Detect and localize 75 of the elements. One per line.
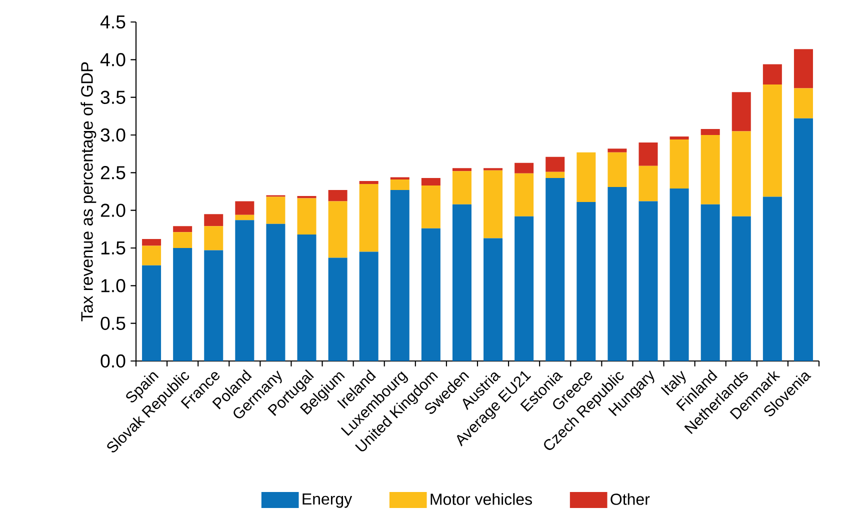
y-tick-label: 1.5 xyxy=(101,241,126,255)
bar xyxy=(484,170,503,238)
bar xyxy=(328,190,348,202)
bar xyxy=(732,131,751,216)
bar xyxy=(638,201,658,361)
bar xyxy=(390,179,410,190)
bar xyxy=(142,265,162,361)
bar xyxy=(732,216,751,361)
bar xyxy=(514,173,534,216)
bar xyxy=(546,156,565,172)
bar xyxy=(173,248,192,361)
bar xyxy=(328,258,348,361)
bar xyxy=(142,246,162,266)
bar xyxy=(204,226,224,250)
bar xyxy=(794,88,813,118)
legend-label: Other xyxy=(610,493,650,505)
y-tick-label: 0.0 xyxy=(100,354,126,368)
bar xyxy=(359,184,378,252)
bar xyxy=(762,64,782,85)
y-tick-label: 2.0 xyxy=(100,204,126,217)
bar xyxy=(297,234,316,361)
bar xyxy=(762,84,782,197)
bar xyxy=(421,185,440,228)
bar xyxy=(297,198,316,234)
bar xyxy=(484,238,503,361)
bar xyxy=(762,196,782,361)
bar xyxy=(204,250,224,361)
bar xyxy=(638,142,658,166)
bar xyxy=(700,135,720,204)
y-tick-label: 4.0 xyxy=(100,53,126,66)
bar xyxy=(670,188,689,361)
bar xyxy=(794,49,813,88)
bar xyxy=(608,186,627,361)
y-tick-label: 3.5 xyxy=(100,90,126,104)
bar xyxy=(670,140,689,188)
bar xyxy=(235,201,254,215)
bar xyxy=(608,148,627,152)
bar xyxy=(452,204,472,361)
bar xyxy=(235,220,254,361)
bar xyxy=(421,178,440,186)
bar xyxy=(173,226,192,232)
y-tick-label: 3.0 xyxy=(100,128,126,142)
bar xyxy=(328,201,348,258)
bar xyxy=(142,238,162,246)
bar xyxy=(452,168,472,172)
y-axis-title: Tax revenue as percentage of GDP xyxy=(80,62,96,322)
bar xyxy=(359,180,378,184)
bar xyxy=(204,214,224,226)
bar xyxy=(546,178,565,361)
legend-label: Energy xyxy=(302,493,352,508)
bar xyxy=(390,190,410,361)
bar xyxy=(608,152,627,187)
bar xyxy=(452,171,472,204)
bar xyxy=(235,214,254,220)
y-tick-label: 2.5 xyxy=(100,166,126,180)
bar xyxy=(546,172,565,178)
bar xyxy=(732,92,751,132)
legend-label: Motor vehicles xyxy=(430,493,532,505)
bar xyxy=(173,232,192,248)
bar xyxy=(576,152,596,202)
bar xyxy=(266,224,286,361)
bar xyxy=(514,162,534,174)
bar xyxy=(266,196,286,224)
bar xyxy=(700,204,720,361)
bar xyxy=(700,128,720,136)
bar xyxy=(670,136,689,140)
y-tick-label: 0.5 xyxy=(100,316,126,330)
y-tick-label: 4.5 xyxy=(100,16,126,29)
bar xyxy=(638,166,658,202)
bar xyxy=(421,228,440,361)
bar xyxy=(794,118,813,361)
bar xyxy=(576,202,596,361)
bar xyxy=(359,252,378,361)
y-tick-label: 1.0 xyxy=(101,279,126,292)
bar xyxy=(514,216,534,361)
